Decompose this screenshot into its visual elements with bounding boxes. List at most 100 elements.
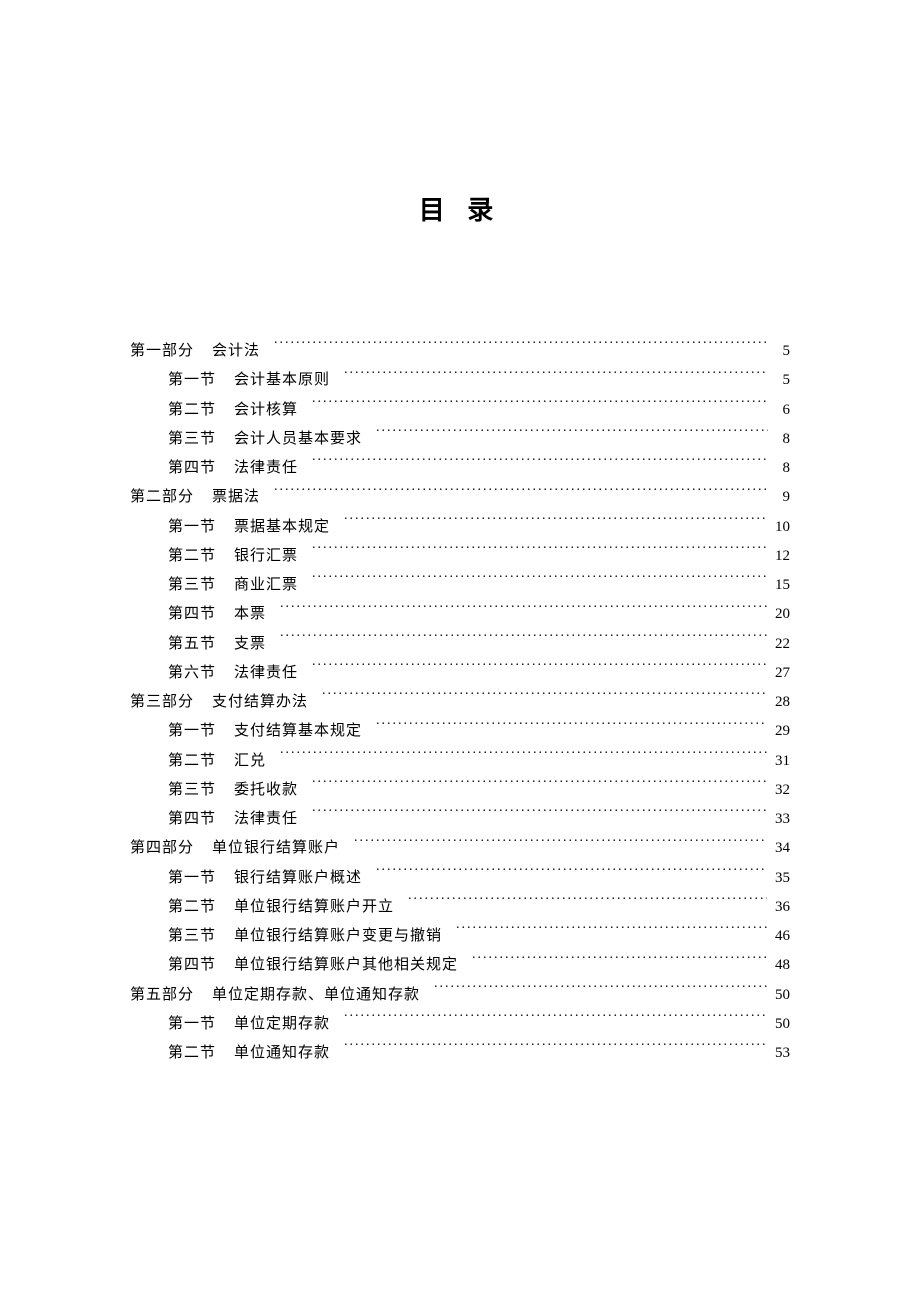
toc-entry: 第四节单位银行结算账户其他相关规定 48 [130, 951, 790, 980]
toc-entry-label: 第六节 [168, 659, 216, 688]
toc-entry-label: 第二节 [168, 893, 216, 922]
toc-entry-page: 36 [767, 893, 790, 922]
toc-entry-name: 票据基本规定 [234, 513, 330, 542]
toc-entry: 第一节支付结算基本规定29 [130, 717, 790, 746]
toc-entry: 第一节会计基本原则5 [130, 366, 790, 395]
toc-entry-name: 会计基本原则 [234, 366, 330, 395]
toc-entry-name: 单位银行结算账户其他相关规定 [234, 951, 458, 980]
toc-entry: 第五节支票 22 [130, 630, 790, 659]
toc-entry-page: 12 [767, 542, 790, 571]
toc-entry: 第三节单位银行结算账户变更与撤销 46 [130, 922, 790, 951]
toc-entry-label: 第三节 [168, 571, 216, 600]
toc-leader-dots [312, 659, 767, 677]
toc-entry: 第三节会计人员基本要求8 [130, 425, 790, 454]
toc-entry-page: 50 [767, 1010, 790, 1039]
toc-leader-dots [312, 454, 768, 472]
toc-entry: 第三部分支付结算办法 28 [130, 688, 790, 717]
toc-leader-dots [344, 1010, 767, 1028]
toc-entry-label: 第四节 [168, 805, 216, 834]
toc-entry-page: 5 [768, 366, 790, 395]
toc-entry: 第一节票据基本规定10 [130, 513, 790, 542]
toc-entry: 第一节银行结算账户概述35 [130, 864, 790, 893]
toc-leader-dots [274, 483, 768, 501]
toc-entry: 第二节汇兑31 [130, 747, 790, 776]
toc-entry-name: 单位银行结算账户 [212, 834, 340, 863]
toc-entry-name: 法律责任 [234, 454, 298, 483]
toc-entry-name: 银行结算账户概述 [234, 864, 362, 893]
toc-entry-name: 委托收款 [234, 776, 298, 805]
toc-entry: 第四节法律责任 33 [130, 805, 790, 834]
toc-entry: 第四节法律责任 8 [130, 454, 790, 483]
toc-entry-page: 33 [767, 805, 790, 834]
toc-entry-page: 46 [767, 922, 790, 951]
toc-entry-name: 支付结算基本规定 [234, 717, 362, 746]
toc-entry-name: 会计法 [212, 337, 260, 366]
toc-entry-label: 第四节 [168, 454, 216, 483]
toc-leader-dots [376, 864, 767, 882]
toc-entry-name: 支付结算办法 [212, 688, 308, 717]
toc-leader-dots [312, 542, 767, 560]
toc-entry-page: 48 [767, 951, 790, 980]
toc-entry: 第一节单位定期存款 50 [130, 1010, 790, 1039]
toc-entry-name: 会计核算 [234, 396, 298, 425]
toc-entry-page: 8 [768, 454, 790, 483]
toc-entry-page: 53 [767, 1039, 790, 1068]
toc-entry: 第六节法律责任 27 [130, 659, 790, 688]
toc-entry-page: 28 [767, 688, 790, 717]
toc-entry-name: 本票 [234, 600, 266, 629]
toc-leader-dots [344, 366, 768, 384]
toc-entry-name: 支票 [234, 630, 266, 659]
toc-leader-dots [280, 630, 767, 648]
toc-entry-label: 第五节 [168, 630, 216, 659]
toc-entry-name: 银行汇票 [234, 542, 298, 571]
toc-entry-label: 第三部分 [130, 688, 194, 717]
toc-entry-label: 第一节 [168, 717, 216, 746]
toc-entry-page: 15 [767, 571, 790, 600]
toc-leader-dots [376, 717, 767, 735]
toc-leader-dots [312, 396, 768, 414]
toc-leader-dots [354, 834, 767, 852]
toc-entry-page: 34 [767, 834, 790, 863]
toc-leader-dots [312, 805, 767, 823]
toc-leader-dots [472, 951, 767, 969]
toc-entry: 第四部分单位银行结算账户34 [130, 834, 790, 863]
toc-entry-label: 第一节 [168, 1010, 216, 1039]
toc-entry-name: 单位定期存款、单位通知存款 [212, 981, 420, 1010]
toc-entry-name: 会计人员基本要求 [234, 425, 362, 454]
toc-entry-name: 票据法 [212, 483, 260, 512]
toc-entry-name: 单位银行结算账户变更与撤销 [234, 922, 442, 951]
toc-entry-label: 第一节 [168, 864, 216, 893]
toc-title: 目 录 [130, 190, 790, 227]
toc-entry-name: 单位银行结算账户开立 [234, 893, 394, 922]
toc-entry-label: 第二节 [168, 1039, 216, 1068]
toc-entry-label: 第三节 [168, 776, 216, 805]
toc-entry-page: 22 [767, 630, 790, 659]
toc-entry-page: 27 [767, 659, 790, 688]
toc-entry-label: 第二节 [168, 747, 216, 776]
toc-entry: 第二节单位银行结算账户开立 36 [130, 893, 790, 922]
toc-entry: 第五部分单位定期存款、单位通知存款50 [130, 981, 790, 1010]
toc-leader-dots [434, 981, 767, 999]
toc-leader-dots [274, 337, 768, 355]
toc-entry-label: 第三节 [168, 425, 216, 454]
toc-entry-label: 第五部分 [130, 981, 194, 1010]
toc-entry-name: 单位定期存款 [234, 1010, 330, 1039]
toc-leader-dots [344, 1039, 767, 1057]
toc-entry-name: 法律责任 [234, 659, 298, 688]
toc-entry: 第二节会计核算 6 [130, 396, 790, 425]
toc-entry-label: 第二节 [168, 396, 216, 425]
toc-leader-dots [280, 747, 767, 765]
toc-entry: 第二节银行汇票12 [130, 542, 790, 571]
toc-leader-dots [280, 600, 767, 618]
toc-entry-label: 第四节 [168, 600, 216, 629]
toc-container: 第一部分会计法5第一节会计基本原则5第二节会计核算6第三节会计人员基本要求8第四… [130, 337, 790, 1068]
toc-entry-label: 第四节 [168, 951, 216, 980]
toc-entry: 第二节单位通知存款53 [130, 1039, 790, 1068]
toc-entry-page: 5 [768, 337, 790, 366]
toc-entry-page: 6 [768, 396, 790, 425]
toc-entry-name: 法律责任 [234, 805, 298, 834]
toc-leader-dots [456, 922, 767, 940]
toc-entry-page: 31 [767, 747, 790, 776]
toc-entry-label: 第三节 [168, 922, 216, 951]
toc-entry-label: 第二部分 [130, 483, 194, 512]
